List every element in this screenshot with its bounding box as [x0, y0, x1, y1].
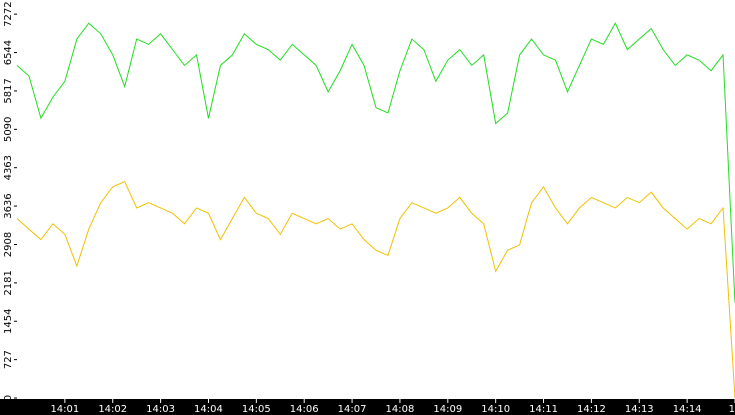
x-tick-label: 14:09: [433, 404, 462, 415]
x-tick-label: 14:07: [338, 404, 367, 415]
y-tick-label: 3636: [3, 193, 14, 218]
x-tick-label: 14:13: [625, 404, 654, 415]
x-axis-band: [0, 399, 735, 415]
y-tick-label: 0: [3, 395, 14, 401]
y-tick-label: 1454: [3, 309, 14, 334]
x-tick-label: 14:03: [146, 404, 175, 415]
x-tick-label: 14:05: [242, 404, 271, 415]
x-tick-label: 14:01: [50, 404, 79, 415]
y-tick-label: 5817: [3, 78, 14, 103]
x-tick-label: 14:08: [386, 404, 415, 415]
x-tick-label: 14:14: [673, 404, 702, 415]
series-line: [16, 180, 735, 399]
x-tick-label: 14:02: [98, 404, 127, 415]
series-line: [16, 22, 735, 304]
x-tick-label: 14:10: [481, 404, 510, 415]
x-tick-label: 14: [729, 404, 735, 415]
y-tick-label: 6544: [3, 40, 14, 65]
y-tick-label: 2181: [3, 270, 14, 295]
x-tick-label: 14:11: [529, 404, 558, 415]
y-tick-label: 2908: [3, 232, 14, 257]
y-tick-label: 4363: [3, 155, 14, 180]
x-tick-label: 14:06: [290, 404, 319, 415]
y-tick-label: 727: [3, 350, 14, 369]
x-tick-label: 14:12: [577, 404, 606, 415]
x-tick-label: 14:04: [194, 404, 223, 415]
y-tick-label: 7272: [3, 1, 14, 26]
y-tick-label: 5090: [3, 117, 14, 142]
